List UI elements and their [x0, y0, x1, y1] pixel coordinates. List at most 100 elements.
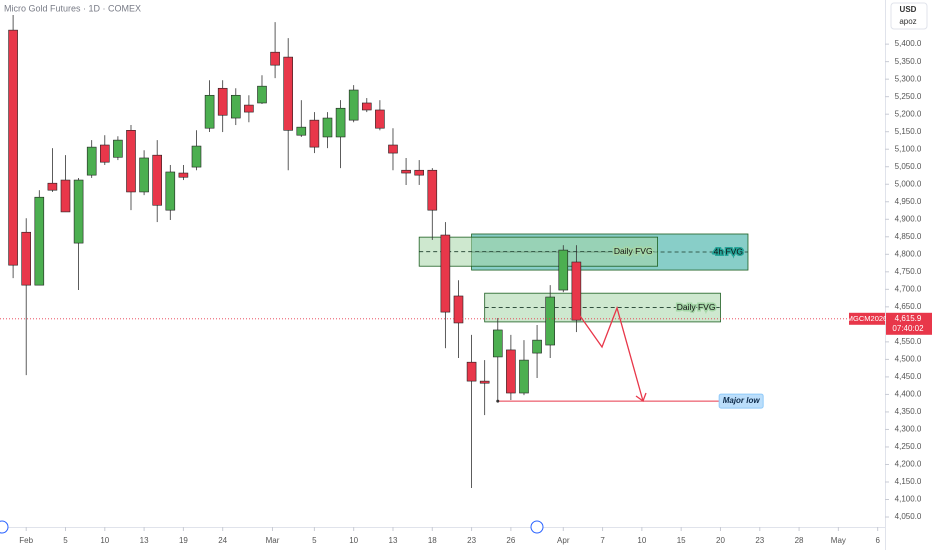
x-tick-label: May	[831, 536, 846, 545]
x-tick-label: 19	[179, 536, 188, 545]
goto-realtime[interactable]	[530, 520, 544, 534]
candle-body	[479, 380, 490, 384]
x-tick-label: Feb	[19, 536, 33, 545]
y-tick-label: 4,950.0	[895, 197, 922, 206]
y-tick-label: 4,500.0	[895, 354, 922, 363]
x-tick-label: 13	[140, 536, 149, 545]
user: apoz	[899, 17, 916, 26]
x-tick-label: 20	[716, 536, 725, 545]
countdown: 07:40:02	[892, 324, 924, 333]
projection-arrow	[577, 305, 644, 402]
candle-body	[545, 296, 555, 346]
candle-body	[270, 51, 280, 66]
candle-body	[113, 139, 123, 158]
candle-body	[335, 107, 346, 138]
candle-body	[165, 171, 176, 211]
y-tick-label: 4,550.0	[895, 337, 922, 346]
x-tick-label: Mar	[266, 536, 280, 545]
candle-body	[178, 172, 189, 178]
major-low-anchor	[496, 399, 500, 403]
y-tick-label: 4,750.0	[895, 267, 922, 276]
x-tick-label: 6	[875, 536, 880, 545]
candle-body	[309, 119, 320, 148]
candle-body	[126, 130, 136, 193]
fvg-label: Daily FVG	[677, 302, 716, 312]
candle-body	[532, 339, 542, 354]
y-tick-label: 5,300.0	[895, 74, 922, 83]
y-tick-label: 5,100.0	[895, 144, 922, 153]
candle-body	[73, 179, 84, 244]
x-tick-label: 5	[63, 536, 68, 545]
major-low-box	[718, 393, 764, 409]
symbol-tag	[849, 312, 885, 325]
y-tick-label: 5,200.0	[895, 109, 922, 118]
candle-body	[244, 104, 254, 113]
candle-body	[191, 145, 202, 168]
y-tick-label: 4,800.0	[895, 249, 922, 258]
candle-body	[139, 157, 149, 193]
candle-body	[47, 182, 58, 191]
y-tick-label: 4,850.0	[895, 232, 922, 241]
candle-body	[519, 359, 529, 394]
x-tick-label: 13	[389, 536, 398, 545]
arrow-head	[635, 392, 647, 403]
x-tick-label: 24	[218, 536, 227, 545]
x-tick-label: 10	[100, 536, 109, 545]
candle-body	[99, 144, 110, 163]
plot: 4h FVG Daily FVG Daily FVG Major low	[0, 15, 885, 488]
y-tick-label: 4,200.0	[895, 460, 922, 469]
candle-body	[466, 361, 477, 382]
candle-body	[21, 231, 31, 286]
x-tick-label: 15	[677, 536, 686, 545]
candle-body	[388, 144, 398, 154]
symbol-label: MGCM2026	[847, 314, 887, 323]
y-tick-label: 4,250.0	[895, 442, 922, 451]
last-price-tag	[886, 312, 932, 335]
candle-body	[86, 146, 97, 176]
y-tick-label: 4,450.0	[895, 372, 922, 381]
candle-body	[440, 234, 451, 313]
candle-body	[204, 94, 215, 129]
candle-body	[414, 169, 424, 176]
currency: USD	[900, 5, 917, 14]
candle-body	[401, 169, 411, 174]
goto-start[interactable]	[0, 520, 9, 534]
y-tick-label: 5,150.0	[895, 127, 922, 136]
candle-body	[427, 169, 438, 211]
x-tick-label: 10	[349, 536, 358, 545]
y-tick-label: 5,250.0	[895, 92, 922, 101]
y-tick-label: 4,050.0	[895, 512, 922, 521]
y-tick-label: 4,350.0	[895, 407, 922, 416]
y-tick-label: 5,350.0	[895, 57, 922, 66]
candle-body	[60, 179, 71, 213]
x-tick-label: 5	[312, 536, 317, 545]
last-price-label: 4,615.9	[895, 314, 922, 323]
candle-body	[34, 196, 45, 286]
y-tick-label: 4,100.0	[895, 495, 922, 504]
x-tick-label: Apr	[557, 536, 570, 545]
candle-body	[217, 87, 228, 116]
candle-body	[257, 85, 267, 104]
candle-body	[348, 89, 359, 121]
fvg-label: 4h FVG	[714, 246, 743, 256]
y-tick-label: 4,700.0	[895, 284, 922, 293]
candle-body	[492, 329, 503, 358]
candle-body	[375, 109, 385, 129]
x-tick-label: 18	[428, 536, 437, 545]
candle-body	[506, 349, 516, 394]
major-low-label: Major low	[723, 396, 761, 405]
candle-body	[8, 29, 18, 266]
candle-body	[322, 117, 333, 138]
candle-body	[453, 295, 464, 324]
y-tick-label: 5,400.0	[895, 39, 922, 48]
x-tick-label: 10	[637, 536, 646, 545]
candle-body	[558, 249, 569, 291]
x-tick-label: 26	[506, 536, 515, 545]
y-tick-label: 4,650.0	[895, 302, 922, 311]
candle-body	[152, 154, 162, 206]
x-tick-label: 23	[467, 536, 476, 545]
currency-box[interactable]	[890, 2, 928, 30]
y-tick-label: 4,900.0	[895, 214, 922, 223]
y-tick-label: 4,400.0	[895, 390, 922, 399]
